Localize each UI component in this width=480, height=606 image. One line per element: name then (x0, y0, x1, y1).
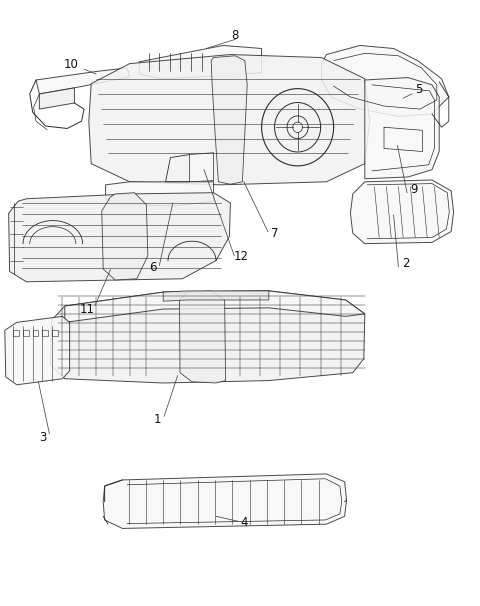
Text: 8: 8 (231, 28, 239, 42)
Polygon shape (190, 153, 214, 182)
Polygon shape (103, 474, 347, 528)
Polygon shape (106, 182, 214, 206)
Polygon shape (102, 193, 148, 280)
Polygon shape (36, 68, 130, 94)
Text: 12: 12 (233, 250, 249, 263)
Polygon shape (50, 291, 365, 383)
Polygon shape (350, 180, 454, 244)
Text: 2: 2 (402, 257, 409, 270)
Text: 11: 11 (80, 302, 95, 316)
Text: 6: 6 (149, 261, 156, 275)
Text: 4: 4 (240, 516, 248, 529)
Text: 5: 5 (415, 83, 422, 96)
Polygon shape (180, 291, 226, 383)
Text: 1: 1 (154, 413, 161, 427)
Polygon shape (5, 316, 70, 385)
Text: 10: 10 (64, 58, 78, 72)
Polygon shape (89, 55, 370, 185)
Polygon shape (139, 45, 262, 79)
Polygon shape (163, 291, 269, 301)
Polygon shape (39, 88, 74, 109)
Polygon shape (9, 193, 230, 282)
Polygon shape (365, 78, 439, 179)
Text: 3: 3 (39, 431, 47, 444)
Polygon shape (211, 56, 247, 184)
Polygon shape (322, 45, 449, 116)
Text: 9: 9 (410, 182, 418, 196)
Polygon shape (65, 291, 365, 322)
Text: 7: 7 (271, 227, 278, 240)
